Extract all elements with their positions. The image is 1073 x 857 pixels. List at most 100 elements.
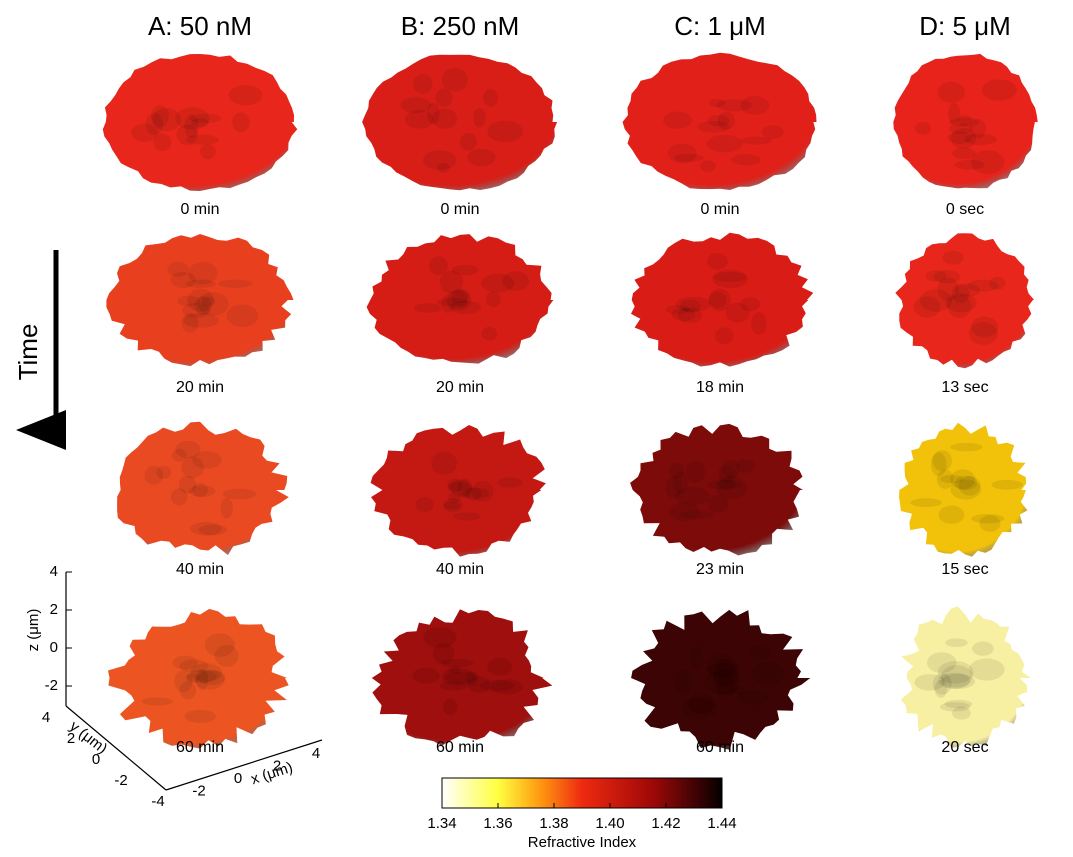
cell-texture: [989, 276, 1006, 290]
cell-texture: [739, 297, 761, 312]
time-label: 13 sec: [941, 379, 988, 396]
time-label: 60 min: [176, 739, 224, 756]
cell-texture: [204, 633, 235, 657]
time-label: 0 min: [440, 201, 479, 218]
cell-texture: [707, 115, 730, 127]
cell-texture: [490, 679, 524, 695]
cell-texture: [932, 450, 952, 472]
cell-texture: [412, 667, 440, 684]
cell-texture: [151, 104, 169, 128]
cell-texture: [688, 692, 715, 714]
cell-texture: [939, 702, 971, 712]
cell-texture: [186, 669, 217, 684]
cell-texture: [152, 108, 181, 132]
y-tick-label: -4: [151, 793, 164, 810]
cell-texture: [673, 153, 704, 162]
cell-texture: [731, 686, 746, 695]
cell-texture: [449, 479, 473, 497]
cell-texture: [969, 658, 1005, 681]
time-label: 0 sec: [946, 201, 984, 218]
cell-texture: [439, 270, 464, 295]
cell-texture: [715, 476, 748, 500]
cell-texture: [914, 674, 945, 691]
column-title: C: 1 μM: [674, 11, 766, 41]
cell-texture: [700, 160, 716, 173]
y-tick-label: 0: [92, 751, 100, 768]
cell-texture: [452, 290, 468, 309]
cell-texture: [725, 302, 750, 323]
time-label: 40 min: [176, 561, 224, 578]
cell-texture: [184, 709, 217, 723]
cell-texture: [736, 459, 755, 473]
cell-texture: [188, 261, 218, 285]
cell-texture: [153, 133, 172, 152]
cell-texture: [686, 460, 706, 484]
cell-texture: [913, 296, 941, 318]
cell-texture: [443, 498, 463, 513]
cell-texture: [950, 479, 982, 500]
cell-texture: [481, 326, 498, 341]
cell-texture: [681, 697, 717, 720]
cell-texture: [737, 690, 769, 705]
cell-rendering: [900, 606, 1031, 748]
cell-texture: [751, 661, 785, 685]
cell-texture: [932, 673, 952, 695]
cell-texture: [954, 475, 978, 491]
cell-texture: [938, 505, 965, 524]
colorbar-tick-label: 1.34: [427, 815, 456, 832]
cell-texture: [185, 279, 217, 288]
cell-texture: [444, 671, 478, 684]
cell-texture: [413, 303, 442, 313]
colorbar-label: Refractive Index: [528, 834, 637, 851]
cell-texture: [485, 291, 501, 308]
cell-texture: [712, 668, 740, 686]
cell-texture: [947, 131, 973, 145]
cell-texture: [413, 73, 433, 94]
cell-texture: [950, 442, 983, 452]
cell-texture: [400, 97, 432, 114]
cell-texture: [170, 272, 196, 289]
cell-texture: [487, 120, 523, 143]
cell-texture: [964, 133, 997, 146]
cell-texture: [181, 456, 204, 479]
cell-texture: [675, 296, 711, 312]
cell-texture: [190, 522, 222, 536]
z-axis-label: z (μm): [25, 609, 42, 652]
cell-texture: [991, 479, 1023, 490]
cell-texture: [450, 288, 470, 304]
x-tick-label: -2: [192, 782, 205, 799]
cell-texture: [954, 283, 981, 297]
cell-texture: [192, 451, 222, 469]
cell-texture: [194, 669, 225, 690]
cell-texture: [940, 673, 976, 690]
cell-texture: [740, 136, 773, 145]
cell-texture: [405, 109, 434, 129]
cell-rendering: [102, 54, 298, 191]
cell-texture: [144, 465, 164, 485]
time-label: 15 sec: [941, 561, 988, 578]
cell-texture: [175, 440, 201, 459]
cell-rendering: [366, 234, 554, 364]
cell-rendering: [371, 609, 553, 746]
cell-texture: [706, 654, 739, 678]
time-label: 40 min: [436, 561, 484, 578]
cell-texture: [970, 316, 999, 338]
cell-texture: [926, 652, 957, 674]
cell-texture: [423, 626, 457, 649]
cell-texture: [669, 502, 701, 522]
cell-texture: [217, 279, 253, 288]
cell-texture: [708, 98, 726, 108]
cell-texture: [179, 681, 197, 700]
cell-texture: [680, 299, 701, 313]
cell-texture: [200, 143, 216, 160]
cell-texture: [222, 488, 257, 500]
cell-texture: [958, 476, 981, 496]
time-label: 0 min: [180, 201, 219, 218]
cell-texture: [432, 108, 458, 129]
cell-texture: [448, 665, 461, 675]
cell-texture: [441, 294, 455, 313]
cell-texture: [181, 313, 199, 333]
cell-texture: [436, 298, 469, 307]
z-tick-label: -2: [45, 677, 58, 694]
